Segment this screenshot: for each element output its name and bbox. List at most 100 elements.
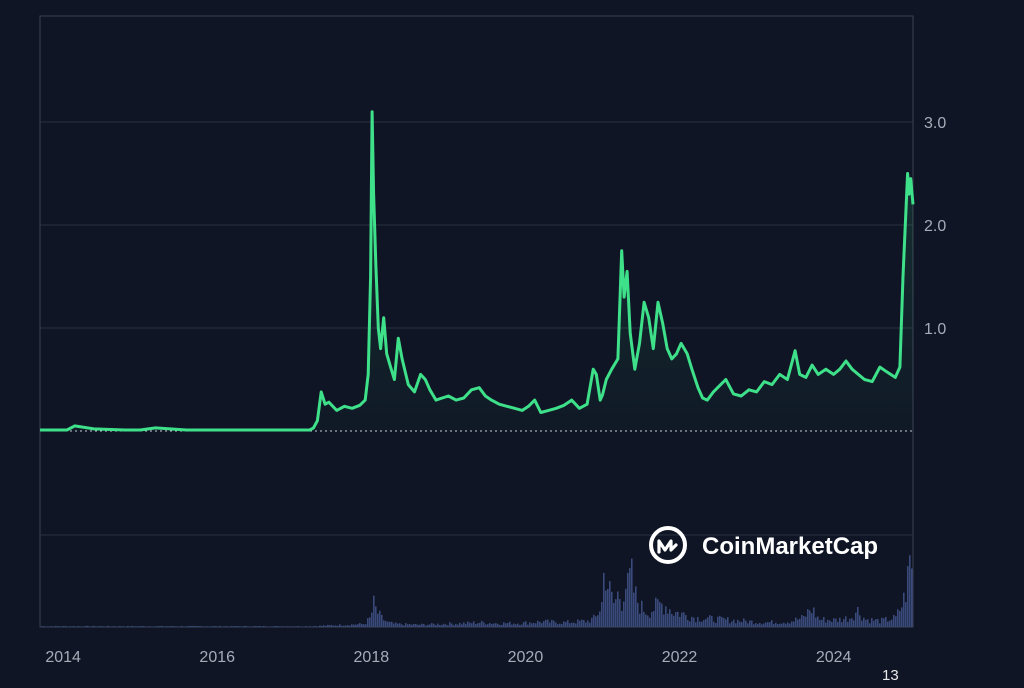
volume-bar-267 xyxy=(575,623,577,627)
volume-bar-135 xyxy=(311,626,313,627)
volume-bar-220 xyxy=(481,620,483,627)
volume-bar-204 xyxy=(449,622,451,627)
volume-bar-214 xyxy=(469,622,471,627)
volume-bar-72 xyxy=(185,626,187,627)
volume-bar-265 xyxy=(571,622,573,627)
volume-bar-304 xyxy=(649,617,651,627)
x-tick-label-0: 2014 xyxy=(45,649,81,666)
volume-bar-27 xyxy=(95,626,97,627)
volume-bar-370 xyxy=(781,623,783,627)
volume-bar-369 xyxy=(779,623,781,627)
volume-bar-95 xyxy=(231,625,233,627)
volume-bar-232 xyxy=(505,623,507,627)
volume-bar-103 xyxy=(247,626,249,627)
volume-bar-104 xyxy=(249,626,251,627)
volume-bar-275 xyxy=(591,617,593,627)
volume-bar-346 xyxy=(733,619,735,627)
volume-bar-151 xyxy=(343,625,345,627)
volume-bar-417 xyxy=(875,619,877,627)
volume-bar-178 xyxy=(397,623,399,627)
volume-bar-239 xyxy=(519,624,521,627)
volume-bar-327 xyxy=(695,622,697,627)
volume-bar-47 xyxy=(135,626,137,627)
volume-bar-399 xyxy=(839,617,841,627)
volume-bar-271 xyxy=(583,620,585,627)
volume-bar-177 xyxy=(395,622,397,627)
volume-bar-337 xyxy=(715,622,717,627)
volume-bar-24 xyxy=(89,626,91,627)
x-tick-label-3: 2020 xyxy=(508,649,544,666)
volume-bar-380 xyxy=(801,615,803,627)
volume-bar-279 xyxy=(599,611,601,627)
volume-bar-32 xyxy=(105,626,107,627)
volume-bar-81 xyxy=(203,626,205,627)
volume-bar-283 xyxy=(607,588,609,627)
volume-bar-309 xyxy=(659,601,661,627)
volume-bar-225 xyxy=(491,623,493,627)
volume-bar-69 xyxy=(179,626,181,627)
volume-bar-31 xyxy=(103,626,105,627)
volume-bar-51 xyxy=(143,626,145,627)
volume-bar-329 xyxy=(699,621,701,627)
volume-bar-238 xyxy=(517,623,519,627)
volume-bar-391 xyxy=(823,617,825,627)
volume-bar-318 xyxy=(677,611,679,627)
y-tick-label-1: 2.0 xyxy=(924,218,946,235)
volume-bar-160 xyxy=(361,623,363,627)
volume-bar-227 xyxy=(495,623,497,627)
volume-bar-430 xyxy=(901,607,903,627)
volume-bar-236 xyxy=(513,623,515,627)
volume-bar-172 xyxy=(385,621,387,627)
volume-bar-423 xyxy=(887,621,889,627)
volume-bar-3 xyxy=(47,626,49,627)
volume-bar-56 xyxy=(153,626,155,627)
volume-bar-36 xyxy=(113,626,115,627)
volume-bar-61 xyxy=(163,626,165,627)
volume-bar-324 xyxy=(689,621,691,627)
volume-bar-357 xyxy=(755,623,757,627)
volume-bar-196 xyxy=(433,623,435,627)
volume-bar-249 xyxy=(539,621,541,627)
volume-bar-65 xyxy=(171,625,173,627)
x-tick-label-2: 2018 xyxy=(354,649,390,666)
volume-bar-96 xyxy=(233,626,235,627)
y-axis-ticks: 1.0 2.0 3.0 xyxy=(924,115,946,338)
volume-bar-89 xyxy=(219,625,221,627)
volume-bar-48 xyxy=(137,626,139,627)
volume-bar-376 xyxy=(793,621,795,627)
volume-bar-253 xyxy=(547,619,549,627)
volume-bar-199 xyxy=(439,624,441,627)
x-axis-ticks: 2014 2016 2018 2020 2022 2024 xyxy=(45,649,851,666)
volume-bar-203 xyxy=(447,625,449,627)
volume-bar-63 xyxy=(167,626,169,627)
volume-bar-15 xyxy=(71,626,73,627)
volume-bar-361 xyxy=(763,623,765,627)
volume-bar-100 xyxy=(241,626,243,627)
volume-bar-212 xyxy=(465,623,467,627)
volume-bar-355 xyxy=(751,620,753,627)
volume-bar-396 xyxy=(833,618,835,627)
volume-bar-113 xyxy=(267,626,269,627)
volume-bar-342 xyxy=(725,619,727,627)
volume-bar-125 xyxy=(291,626,293,627)
volume-bar-71 xyxy=(183,626,185,627)
volume-bar-242 xyxy=(525,621,527,627)
volume-bar-118 xyxy=(277,625,279,627)
volume-bar-277 xyxy=(595,616,597,627)
volume-bar-394 xyxy=(829,620,831,627)
volume-bar-40 xyxy=(121,626,123,627)
volume-bar-372 xyxy=(785,623,787,627)
volume-bar-276 xyxy=(593,614,595,627)
volume-bar-97 xyxy=(235,625,237,627)
volume-bar-38 xyxy=(117,626,119,627)
volume-bar-179 xyxy=(399,623,401,627)
volume-bar-404 xyxy=(849,618,851,627)
volume-bar-90 xyxy=(221,626,223,627)
volume-bar-129 xyxy=(299,626,301,627)
volume-bar-34 xyxy=(109,626,111,627)
volume-bar-77 xyxy=(195,625,197,627)
volume-bar-18 xyxy=(77,626,79,627)
volume-bar-148 xyxy=(337,625,339,627)
volume-bar-411 xyxy=(863,617,865,627)
volume-bar-210 xyxy=(461,624,463,627)
